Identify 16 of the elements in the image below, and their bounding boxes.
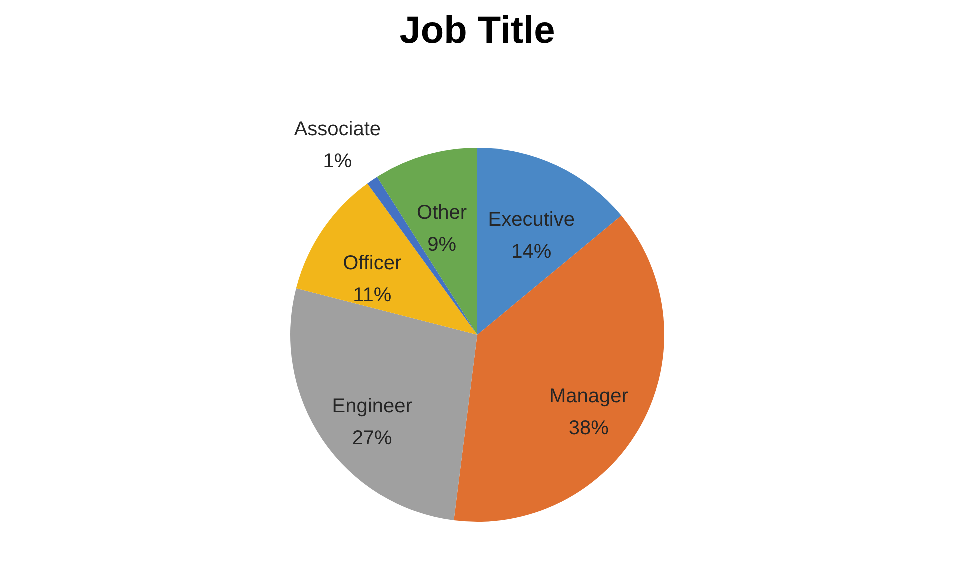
data-label: 11%: [353, 284, 392, 307]
pie-slice: [478, 148, 622, 335]
data-label: 9%: [428, 234, 457, 256]
slice-label: Other: [417, 202, 468, 224]
slice-label: Executive: [488, 208, 575, 231]
data-label: 1%: [323, 150, 352, 172]
pie-slice: [296, 184, 478, 335]
slice-label: Manager: [549, 385, 629, 408]
data-label: 14%: [512, 240, 552, 263]
slice-label: Associate: [294, 118, 382, 140]
slice-label: Officer: [343, 252, 402, 275]
chart-title: Job Title: [400, 10, 556, 52]
data-label: 38%: [568, 417, 610, 440]
slice-label: Engineer: [332, 395, 413, 418]
pie-slice: [290, 288, 478, 521]
data-label: 27%: [352, 427, 393, 450]
